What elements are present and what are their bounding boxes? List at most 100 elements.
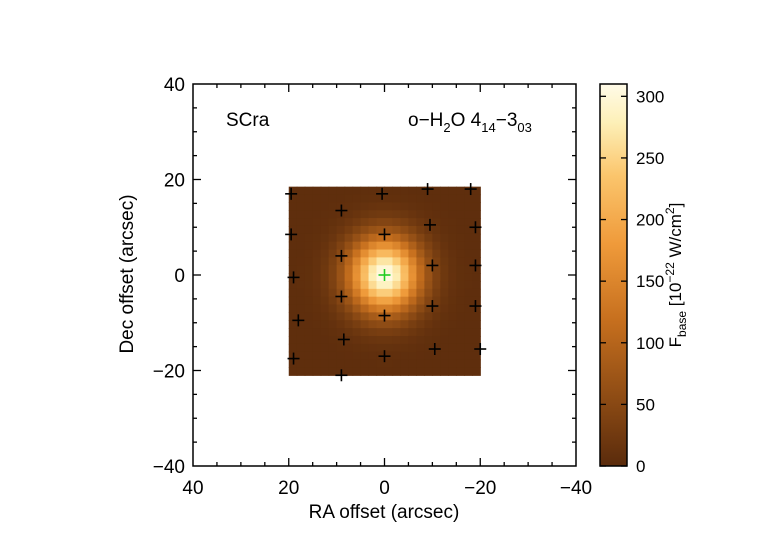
heatmap-pixel	[296, 233, 306, 243]
heatmap-pixel	[384, 320, 394, 329]
heatmap-pixel	[448, 288, 457, 298]
center-spaxel-marker	[378, 269, 391, 281]
heatmap-pixel	[304, 194, 314, 203]
heatmap-pixel	[432, 351, 441, 361]
heatmap-pixel	[312, 304, 322, 314]
heatmap-pixel	[472, 288, 481, 298]
heatmap-pixel	[344, 296, 354, 306]
heatmap-pixel	[304, 335, 314, 345]
heatmap-pixel	[312, 241, 322, 251]
heatmap-pixel	[384, 202, 394, 211]
heatmap-pixel	[320, 249, 330, 258]
heatmap-pixel	[392, 367, 402, 376]
heatmap-pixel	[360, 359, 370, 369]
heatmap-pixel	[360, 320, 370, 329]
heatmap-pixel	[328, 280, 338, 290]
heatmap-pixel	[440, 320, 449, 329]
heatmap-pixel	[384, 367, 394, 376]
heatmap-pixel	[320, 273, 330, 282]
heatmap-pixel	[376, 288, 386, 298]
heatmap-pixel	[328, 202, 338, 211]
x-tick-label: −40	[560, 478, 592, 499]
heatmap-pixel	[344, 304, 354, 314]
heatmap-pixel	[368, 367, 378, 376]
heatmap-pixel	[472, 210, 481, 219]
heatmap-pixel	[416, 335, 425, 345]
heatmap-pixel	[352, 280, 362, 290]
heatmap-pixel	[312, 280, 322, 290]
colorbar-ticks: 0 50 100 150 200 250 300	[600, 87, 664, 476]
heatmap-pixel	[328, 367, 338, 376]
spaxel-marker	[335, 204, 348, 217]
heatmap-pixel	[368, 210, 378, 219]
heatmap-pixel	[336, 233, 346, 243]
heatmap-pixel	[440, 273, 449, 282]
heatmap-pixel	[320, 225, 330, 235]
heatmap-pixel	[304, 367, 314, 376]
spaxel-marker	[464, 183, 477, 196]
heatmap-pixel	[296, 194, 306, 203]
heatmap-pixel	[360, 186, 370, 196]
heatmap-pixel	[352, 351, 362, 361]
heatmap-pixel	[432, 202, 441, 211]
heatmap-pixel	[360, 194, 370, 203]
heatmap-pixel	[312, 335, 322, 345]
heatmap-pixel	[400, 328, 410, 337]
heatmap-pixel	[312, 328, 322, 337]
heatmap-pixel	[368, 257, 378, 266]
heatmap-pixel	[360, 257, 370, 266]
heatmap-pixel	[392, 249, 402, 258]
spaxel-marker	[469, 259, 482, 272]
heatmap-pixel	[328, 249, 338, 258]
line-label-part: −3	[496, 110, 518, 131]
heatmap-pixel	[456, 186, 465, 196]
heatmap-pixel	[456, 351, 465, 361]
heatmap-pixel	[368, 273, 378, 282]
heatmap-pixel	[432, 186, 441, 196]
heatmap-pixel	[296, 296, 306, 306]
heatmap-pixel	[384, 288, 394, 298]
heatmap-pixel	[328, 328, 338, 337]
heatmap-pixel	[408, 265, 418, 274]
heatmap-pixel	[392, 202, 402, 211]
heatmap-pixel	[312, 210, 322, 219]
heatmap-pixel	[400, 218, 410, 227]
heatmap-pixel	[344, 367, 354, 376]
heatmap-pixel	[376, 320, 386, 329]
heatmap-pixel	[448, 343, 457, 353]
heatmap-pixel	[344, 265, 354, 274]
y-tick-label: 20	[164, 171, 185, 192]
heatmap-pixel	[456, 194, 465, 203]
heatmap-pixel	[400, 225, 410, 235]
heatmap-pixel	[328, 288, 338, 298]
heatmap-pixel	[456, 335, 465, 345]
heatmap-pixel	[352, 273, 362, 282]
heatmap-pixel	[296, 202, 306, 211]
heatmap-pixel	[432, 367, 441, 376]
heatmap-pixel	[464, 225, 473, 235]
heatmap-pixel	[320, 241, 330, 251]
heatmap-pixel	[440, 367, 449, 376]
heatmap-pixel	[352, 249, 362, 258]
heatmap-pixel	[352, 296, 362, 306]
heatmap-pixel	[304, 312, 314, 321]
heatmap-pixel	[360, 367, 370, 376]
heatmap-pixel	[328, 359, 338, 369]
heatmap-pixel	[296, 351, 306, 361]
heatmap-pixel	[408, 249, 418, 258]
colorbar	[599, 83, 628, 467]
heatmap-pixel	[288, 241, 298, 251]
heatmap-pixel	[288, 265, 298, 274]
heatmap-pixel	[416, 312, 425, 321]
heatmap-pixel	[456, 225, 465, 235]
spaxel-marker	[335, 249, 348, 262]
heatmap-pixel	[344, 257, 354, 266]
heatmap-pixel	[352, 367, 362, 376]
heatmap-pixel	[456, 280, 465, 290]
heatmap-pixel	[328, 233, 338, 243]
heatmap-pixel	[472, 351, 481, 361]
heatmap-pixel	[368, 320, 378, 329]
heatmap-pixel	[384, 225, 394, 235]
heatmap-pixel	[456, 233, 465, 243]
heatmap-pixel	[448, 320, 457, 329]
